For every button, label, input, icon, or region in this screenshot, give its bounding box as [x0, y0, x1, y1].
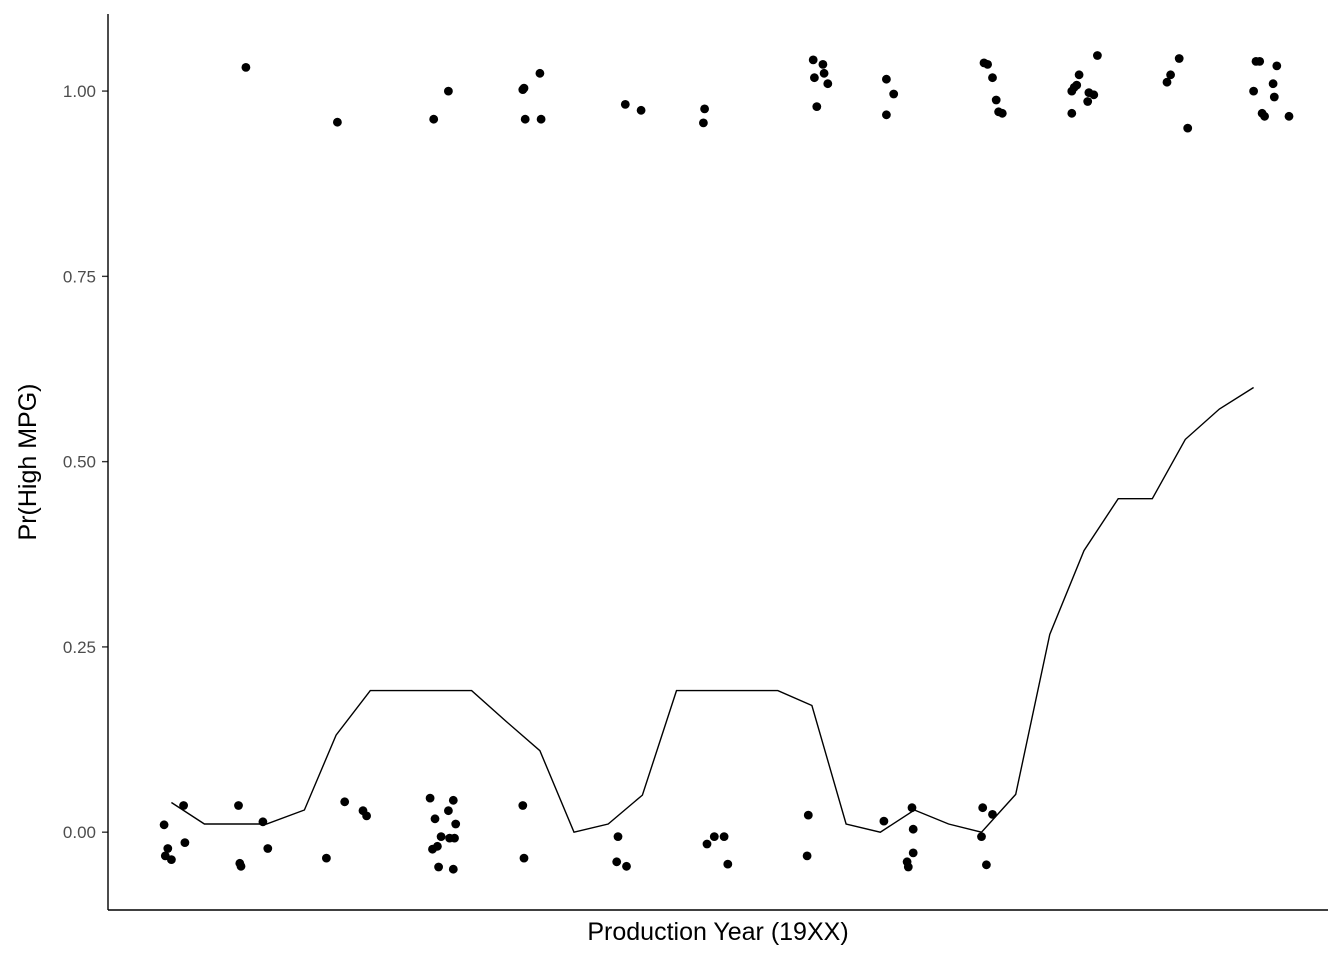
data-point [163, 844, 173, 853]
data-point [1162, 77, 1172, 87]
fitted-probability-line [171, 386, 1254, 834]
data-point [1166, 70, 1175, 80]
data-point [908, 848, 918, 858]
data-point [429, 114, 439, 124]
data-point [977, 832, 986, 841]
data-point [709, 832, 719, 841]
data-point [518, 801, 528, 810]
data-point [234, 801, 243, 810]
data-point [430, 814, 440, 824]
data-point [448, 864, 458, 874]
data-point [444, 86, 453, 96]
data-point [988, 73, 997, 83]
data-point [180, 838, 190, 847]
data-point [519, 853, 529, 863]
y-axis-title: Pr(High MPG) [14, 384, 42, 541]
data-point [808, 55, 818, 65]
y-axis-ticks: 0.00 0.25 0.50 0.75 1.00 [63, 82, 108, 842]
data-point [1093, 51, 1102, 60]
data-point [520, 114, 530, 124]
data-point [436, 832, 446, 841]
data-point [1183, 123, 1193, 133]
data-point [802, 851, 812, 861]
x-axis-title: Production Year (19XX) [587, 918, 848, 946]
data-point [448, 795, 458, 805]
data-point [1249, 86, 1258, 96]
data-point [882, 110, 891, 120]
data-point [1272, 61, 1282, 71]
data-point [1074, 70, 1084, 80]
data-point [1174, 54, 1184, 63]
data-point [903, 862, 913, 872]
data-point [241, 63, 251, 72]
data-point [1067, 108, 1077, 118]
data-point [812, 102, 822, 111]
data-point [322, 853, 331, 863]
data-point [699, 118, 708, 128]
data-point [978, 803, 988, 813]
data-point [450, 833, 459, 843]
y-tick-label: 0.50 [63, 453, 96, 472]
data-point [167, 855, 176, 864]
data-point [1268, 79, 1278, 89]
data-point [819, 68, 829, 78]
data-point [818, 60, 828, 69]
y-tick-label: 0.00 [63, 823, 96, 842]
data-point [362, 811, 371, 821]
data-point [535, 68, 545, 78]
data-point [889, 89, 899, 99]
data-point [340, 797, 350, 807]
data-point [179, 801, 189, 810]
data-point [518, 85, 528, 94]
data-point [1284, 111, 1294, 121]
data-point [613, 832, 623, 841]
data-point [536, 114, 546, 124]
data-point [997, 108, 1007, 118]
data-point [882, 74, 891, 84]
data-point [333, 117, 342, 127]
data-point [723, 859, 733, 869]
data-point [263, 844, 273, 853]
data-point [810, 73, 819, 83]
data-point [159, 820, 169, 830]
data-point [636, 105, 646, 115]
data-point [823, 79, 833, 89]
data-point [879, 816, 889, 826]
data-point [1255, 57, 1265, 66]
data-point [1072, 80, 1082, 90]
data-point [908, 824, 918, 834]
data-point [719, 832, 729, 841]
data-point [622, 861, 631, 871]
y-tick-label: 0.25 [63, 638, 96, 657]
data-point [1269, 92, 1279, 102]
data-point [451, 819, 461, 829]
data-point [700, 104, 709, 114]
data-point [1260, 111, 1269, 121]
y-tick-label: 1.00 [63, 82, 96, 101]
data-point [258, 817, 268, 827]
data-point [236, 861, 246, 871]
y-tick-label: 0.75 [63, 267, 96, 286]
data-point [425, 793, 435, 803]
data-point [1083, 97, 1093, 106]
data-point [1089, 90, 1099, 100]
data-point [803, 810, 813, 820]
data-point [983, 60, 992, 69]
data-point [702, 839, 712, 849]
data-point [991, 95, 1001, 105]
data-point [612, 857, 622, 867]
data-point [620, 100, 630, 109]
data-point [434, 862, 443, 872]
data-point [433, 841, 442, 851]
data-point [444, 806, 453, 816]
data-point [982, 860, 991, 870]
